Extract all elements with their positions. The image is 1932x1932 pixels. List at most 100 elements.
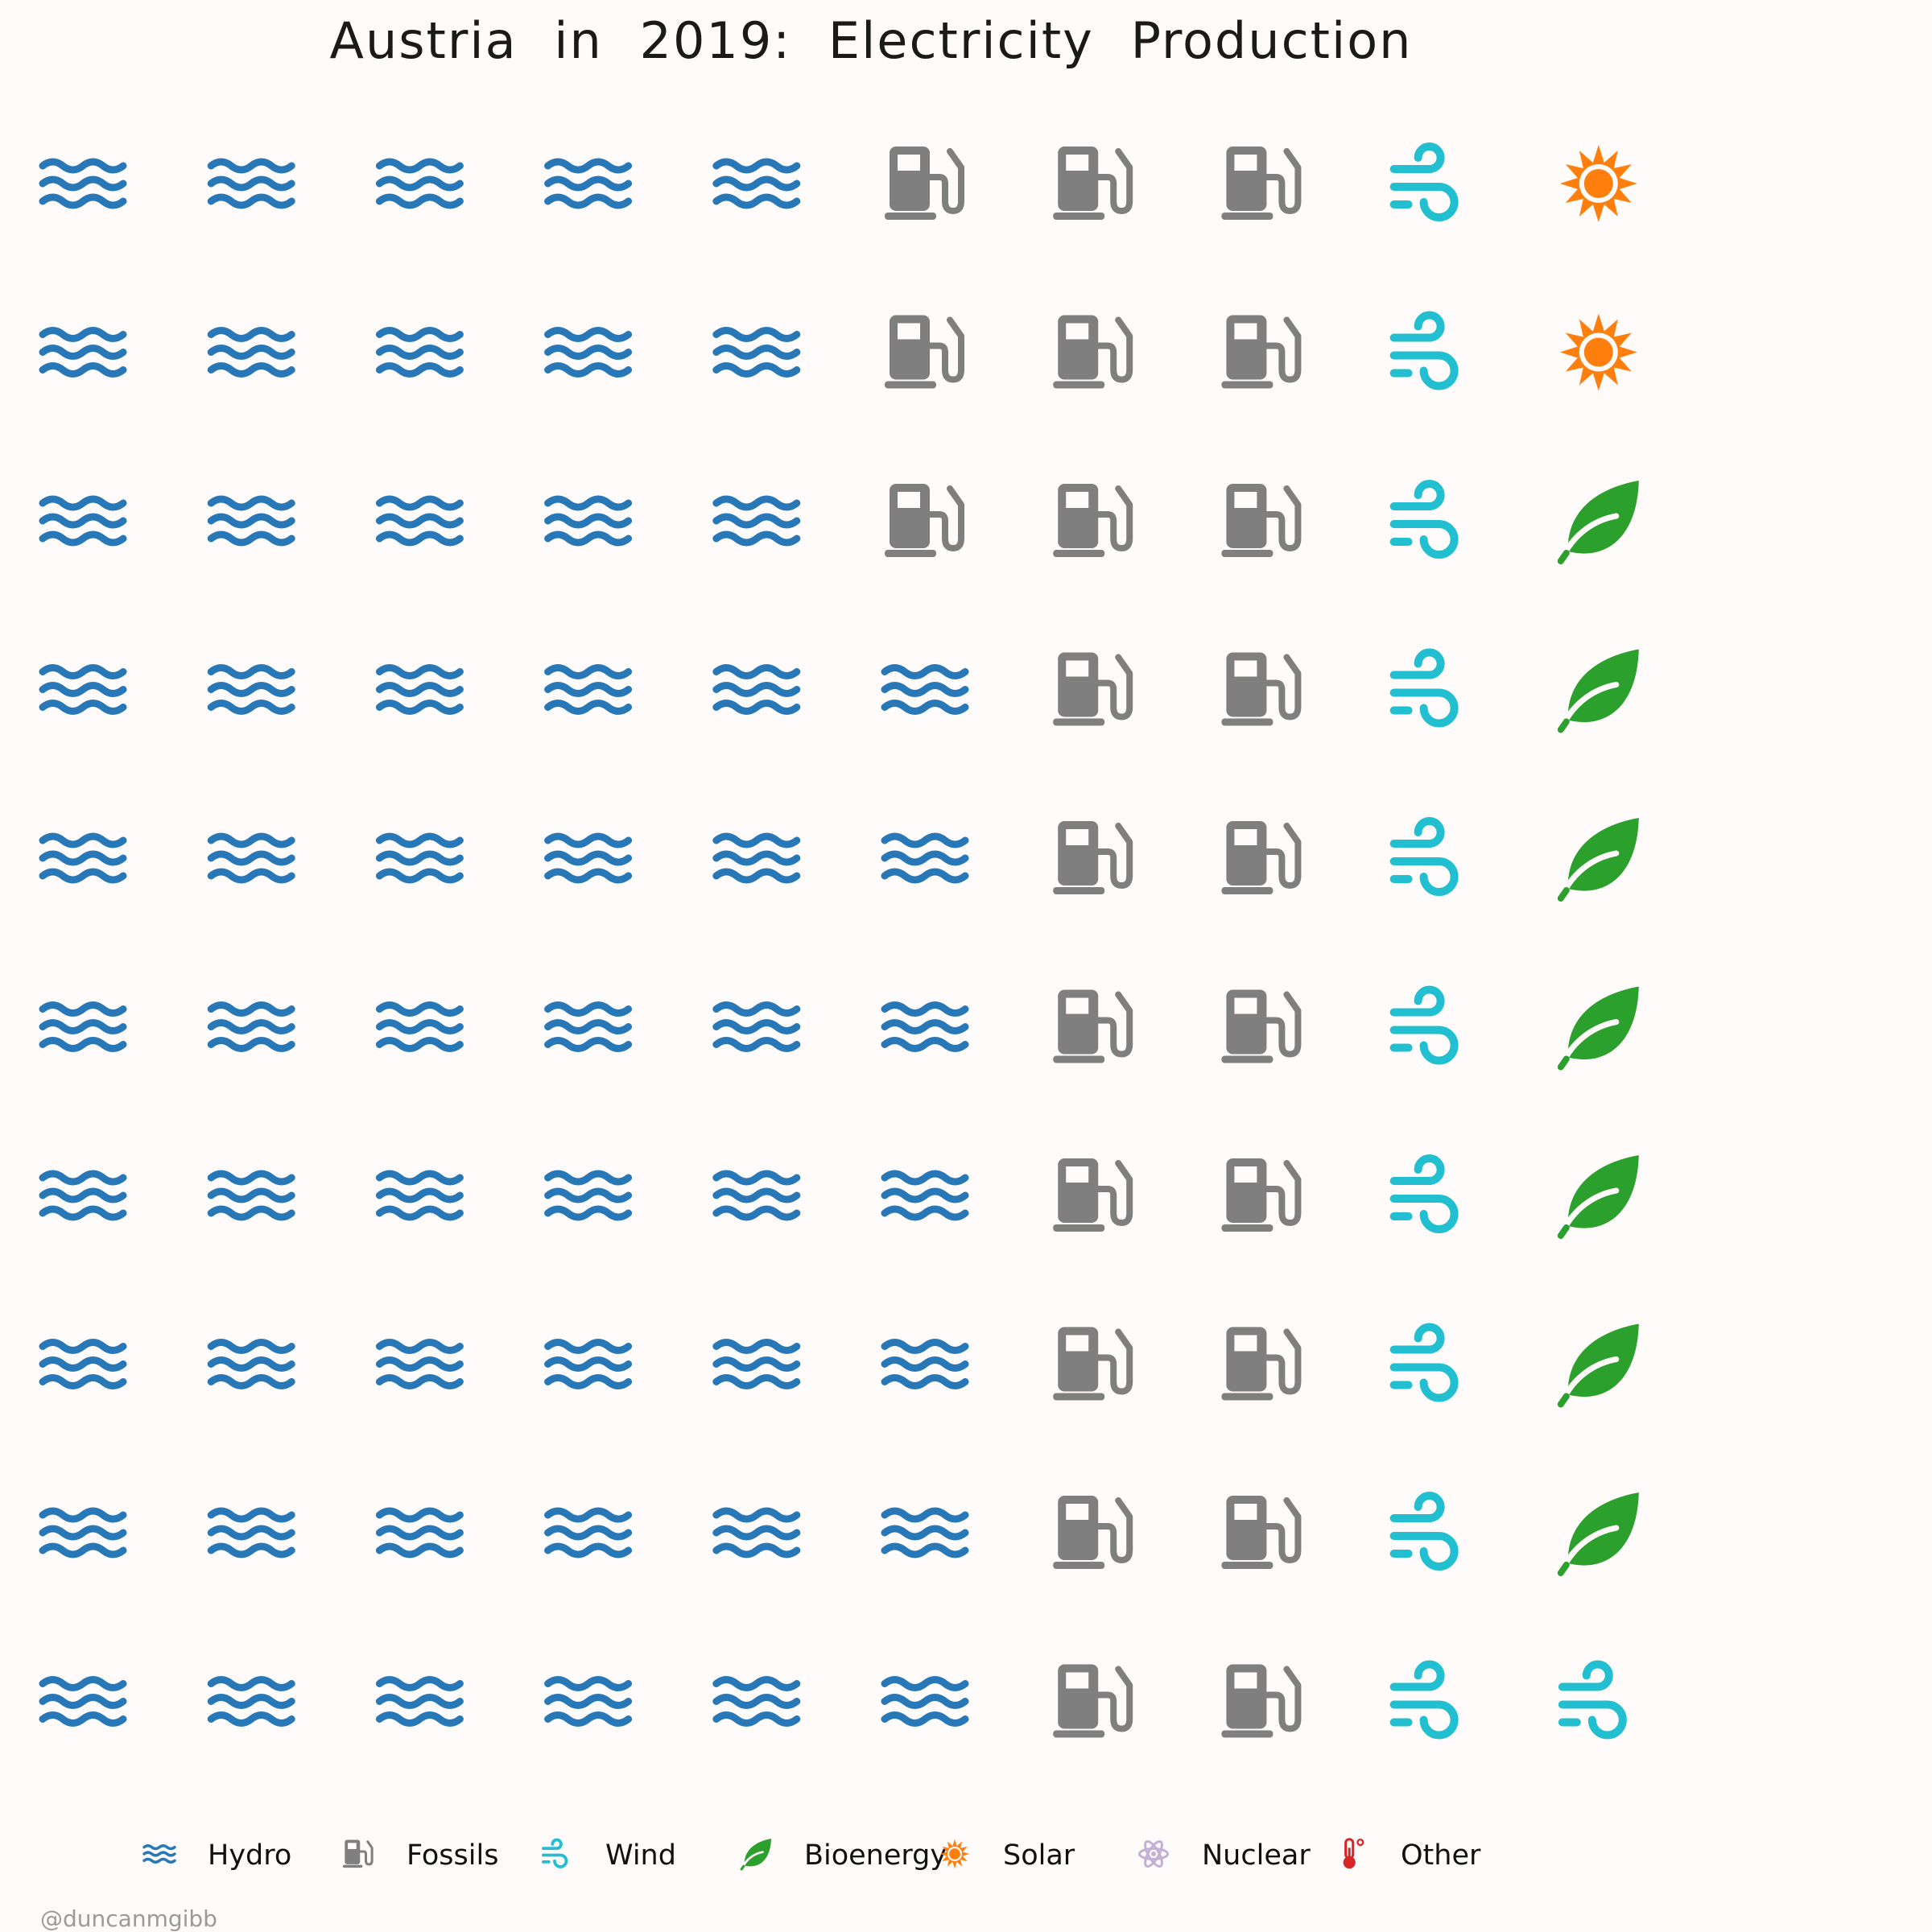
legend-item-hydro: Hydro bbox=[142, 1839, 291, 1872]
water-waves-waffle-icon bbox=[548, 162, 629, 205]
water-waves-waffle-icon bbox=[885, 1680, 965, 1724]
water-waves-waffle-icon bbox=[43, 1343, 123, 1386]
water-waves-waffle-icon bbox=[211, 1680, 291, 1724]
legend-gas-pump-icon bbox=[341, 1839, 374, 1869]
water-waves-waffle-icon bbox=[379, 1343, 460, 1386]
water-waves-waffle-icon bbox=[548, 331, 629, 374]
gas-pump-waffle-icon bbox=[1053, 1158, 1129, 1232]
water-waves-waffle-icon bbox=[211, 1174, 291, 1217]
legend-label: Nuclear bbox=[1202, 1839, 1311, 1872]
wind-waffle-icon bbox=[1394, 990, 1455, 1061]
gas-pump-waffle-icon bbox=[1053, 1327, 1129, 1401]
leaf-waffle-icon bbox=[1561, 1492, 1639, 1573]
water-waves-waffle-icon bbox=[379, 162, 460, 205]
water-waves-waffle-icon bbox=[43, 1511, 123, 1554]
water-waves-waffle-icon bbox=[379, 1511, 460, 1554]
water-waves-waffle-icon bbox=[885, 1511, 965, 1554]
water-waves-waffle-icon bbox=[211, 331, 291, 374]
legend-label: Bioenergy bbox=[804, 1839, 947, 1872]
waffle-grid bbox=[43, 145, 1639, 1738]
gas-pump-waffle-icon bbox=[1221, 1327, 1298, 1401]
legend-item-other: Other bbox=[1342, 1838, 1481, 1872]
water-waves-waffle-icon bbox=[43, 668, 123, 712]
water-waves-waffle-icon bbox=[211, 1343, 291, 1386]
gas-pump-waffle-icon bbox=[1053, 147, 1129, 220]
water-waves-waffle-icon bbox=[43, 499, 123, 543]
gas-pump-waffle-icon bbox=[1053, 484, 1129, 557]
legend-leaf-icon bbox=[740, 1837, 773, 1871]
water-waves-waffle-icon bbox=[43, 1005, 123, 1049]
water-waves-waffle-icon bbox=[43, 162, 123, 205]
gas-pump-waffle-icon bbox=[1221, 821, 1298, 894]
legend-thermometer-icon bbox=[1342, 1838, 1364, 1870]
water-waves-waffle-icon bbox=[716, 668, 797, 712]
water-waves-waffle-icon bbox=[548, 668, 629, 712]
legend-wind-icon bbox=[542, 1838, 568, 1868]
water-waves-waffle-icon bbox=[211, 162, 291, 205]
water-waves-waffle-icon bbox=[716, 1174, 797, 1217]
legend: Hydro Fossils Wind Bioenergy Solar Nuclear Oth… bbox=[142, 1837, 1481, 1872]
gas-pump-waffle-icon bbox=[885, 316, 961, 389]
water-waves-waffle-icon bbox=[548, 1680, 629, 1724]
water-waves-waffle-icon bbox=[43, 1174, 123, 1217]
water-waves-waffle-icon bbox=[548, 1174, 629, 1217]
wind-waffle-icon bbox=[1394, 1496, 1455, 1567]
water-waves-waffle-icon bbox=[211, 1511, 291, 1554]
leaf-waffle-icon bbox=[1561, 650, 1639, 730]
leaf-waffle-icon bbox=[1561, 1155, 1639, 1236]
legend-item-wind: Wind bbox=[542, 1838, 676, 1872]
legend-label: Other bbox=[1401, 1839, 1481, 1872]
gas-pump-waffle-icon bbox=[1221, 147, 1298, 220]
water-waves-waffle-icon bbox=[885, 668, 965, 712]
water-waves-waffle-icon bbox=[211, 499, 291, 543]
legend-label: Hydro bbox=[208, 1839, 291, 1872]
wind-waffle-icon bbox=[1394, 484, 1455, 555]
water-waves-waffle-icon bbox=[379, 668, 460, 712]
water-waves-waffle-icon bbox=[43, 836, 123, 880]
gas-pump-waffle-icon bbox=[1221, 484, 1298, 557]
water-waves-waffle-icon bbox=[43, 331, 123, 374]
water-waves-waffle-icon bbox=[716, 1680, 797, 1724]
wind-waffle-icon bbox=[1563, 1665, 1623, 1736]
gas-pump-waffle-icon bbox=[1221, 653, 1298, 726]
gas-pump-waffle-icon bbox=[1221, 1158, 1298, 1232]
water-waves-waffle-icon bbox=[211, 1005, 291, 1049]
legend-item-nuclear: Nuclear bbox=[1138, 1838, 1311, 1872]
legend-item-bioenergy: Bioenergy bbox=[740, 1837, 947, 1872]
water-waves-waffle-icon bbox=[716, 1005, 797, 1049]
wind-waffle-icon bbox=[1394, 1158, 1455, 1229]
legend-label: Solar bbox=[1003, 1839, 1075, 1872]
leaf-waffle-icon bbox=[1561, 987, 1639, 1067]
gas-pump-waffle-icon bbox=[1221, 316, 1298, 389]
water-waves-waffle-icon bbox=[716, 1343, 797, 1386]
water-waves-waffle-icon bbox=[379, 331, 460, 374]
legend-label: Fossils bbox=[407, 1839, 498, 1872]
gas-pump-waffle-icon bbox=[1221, 990, 1298, 1063]
gas-pump-waffle-icon bbox=[1221, 1665, 1298, 1738]
water-waves-waffle-icon bbox=[211, 668, 291, 712]
gas-pump-waffle-icon bbox=[1053, 653, 1129, 726]
water-waves-waffle-icon bbox=[716, 162, 797, 205]
gas-pump-waffle-icon bbox=[1053, 1665, 1129, 1738]
water-waves-waffle-icon bbox=[379, 1174, 460, 1217]
water-waves-waffle-icon bbox=[548, 1511, 629, 1554]
legend-atom-icon bbox=[1138, 1838, 1169, 1870]
water-waves-waffle-icon bbox=[716, 1511, 797, 1554]
water-waves-waffle-icon bbox=[548, 1005, 629, 1049]
wind-waffle-icon bbox=[1394, 316, 1455, 386]
wind-waffle-icon bbox=[1394, 1327, 1455, 1398]
gas-pump-waffle-icon bbox=[1053, 990, 1129, 1063]
sun-waffle-icon bbox=[1559, 313, 1637, 391]
water-waves-waffle-icon bbox=[379, 836, 460, 880]
gas-pump-waffle-icon bbox=[1053, 316, 1129, 389]
water-waves-waffle-icon bbox=[43, 1680, 123, 1724]
wind-waffle-icon bbox=[1394, 1665, 1455, 1736]
water-waves-waffle-icon bbox=[716, 331, 797, 374]
legend-water-waves-icon bbox=[142, 1844, 176, 1864]
water-waves-waffle-icon bbox=[885, 836, 965, 880]
leaf-waffle-icon bbox=[1561, 481, 1639, 561]
water-waves-waffle-icon bbox=[885, 1174, 965, 1217]
wind-waffle-icon bbox=[1394, 653, 1455, 724]
sun-waffle-icon bbox=[1559, 145, 1637, 222]
